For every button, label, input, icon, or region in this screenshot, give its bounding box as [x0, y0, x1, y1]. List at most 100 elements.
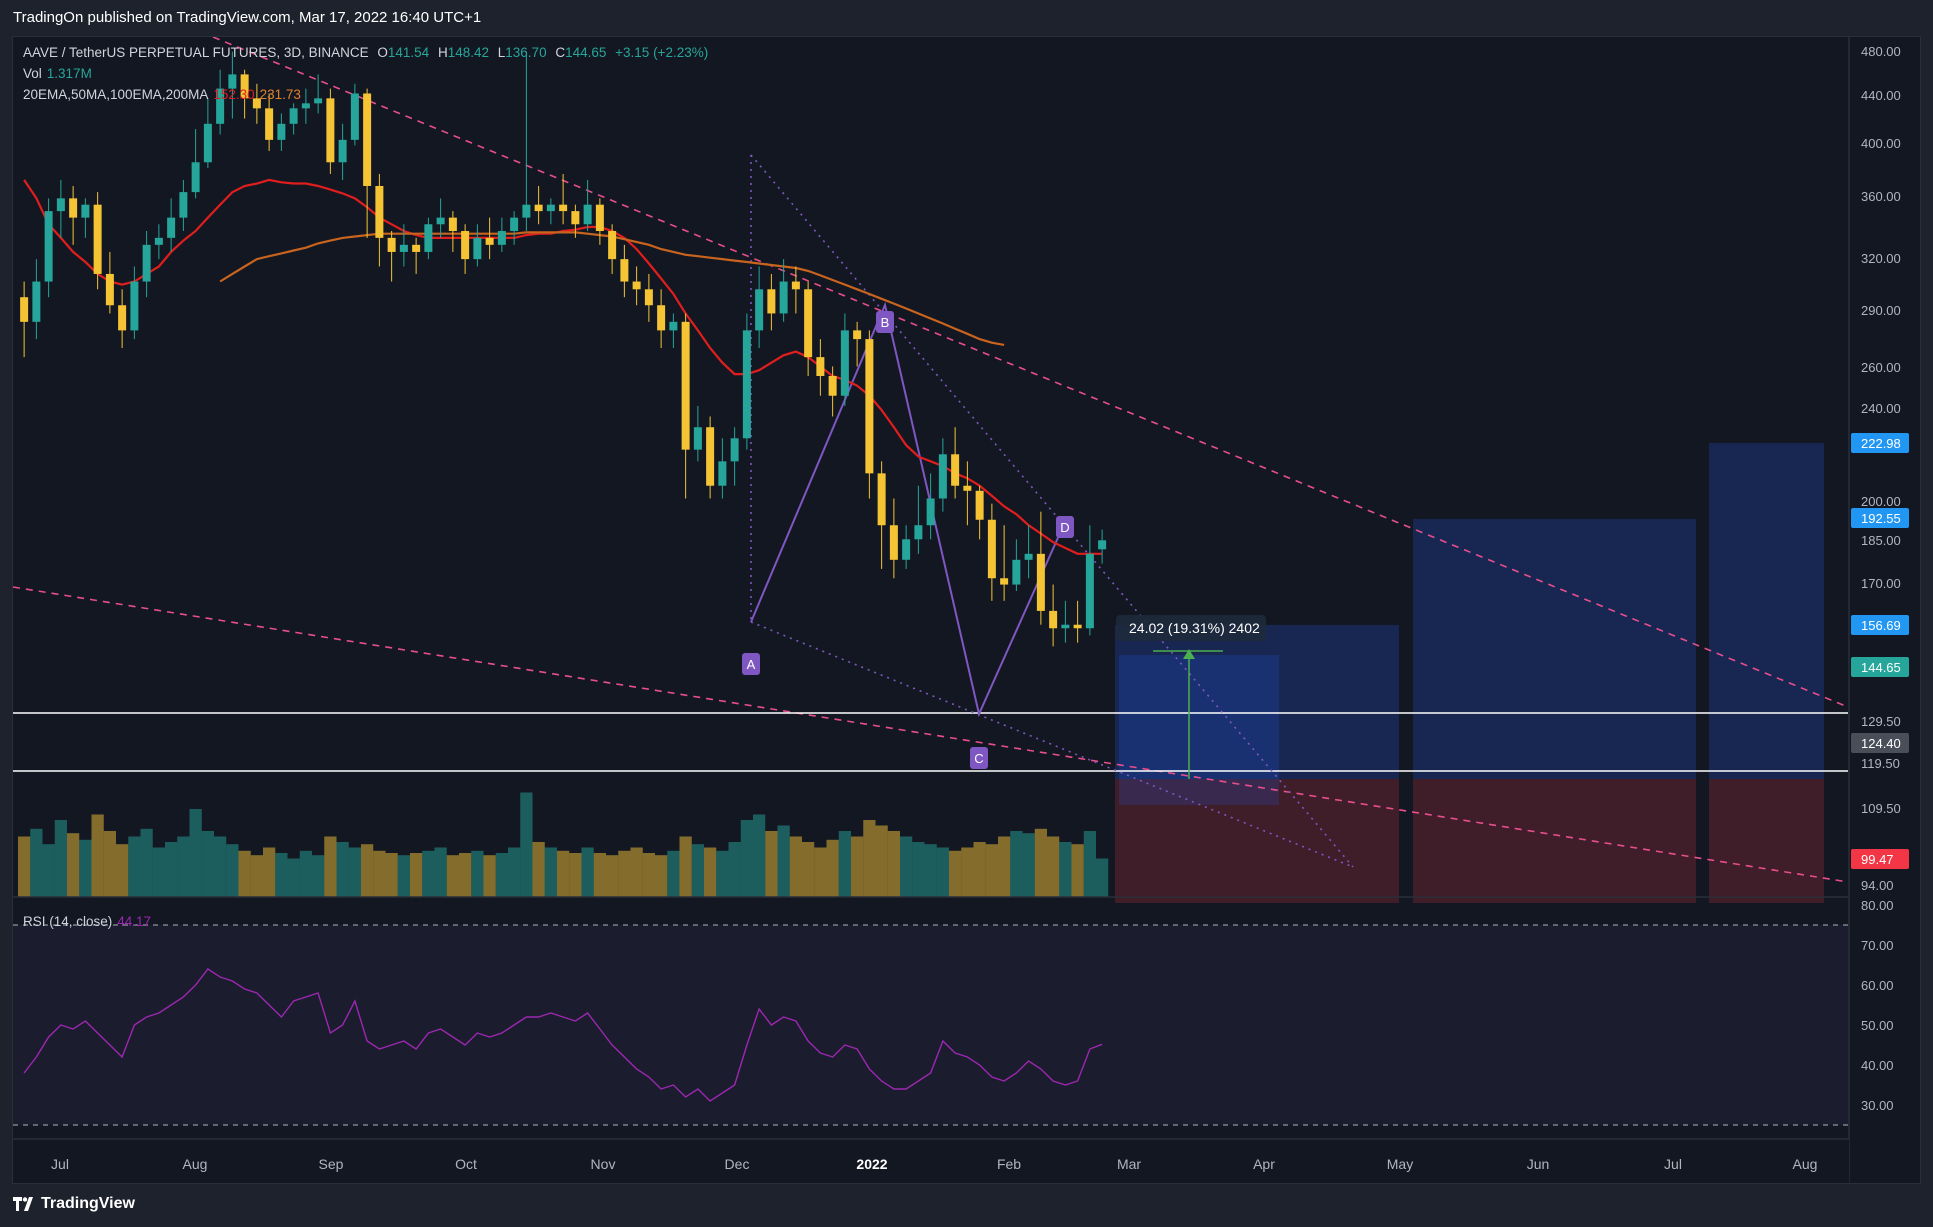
volume-bar	[312, 855, 325, 897]
candle-body	[314, 98, 323, 104]
candle	[1049, 584, 1058, 647]
candle	[730, 427, 739, 486]
volume-layer	[18, 792, 1109, 897]
candle-body	[1024, 553, 1033, 560]
candle-body	[644, 289, 653, 306]
candle	[840, 313, 849, 406]
chart-frame[interactable]: A B C D 24.02 (19.31%) 2402 480.00 440.00 400…	[12, 36, 1921, 1184]
candle	[314, 74, 323, 114]
candle	[620, 244, 629, 298]
candle	[510, 211, 519, 245]
volume-bar	[214, 836, 227, 897]
candle	[632, 266, 641, 306]
rsi-tick: 40.00	[1861, 1058, 1894, 1073]
ema20-line	[23, 178, 1103, 555]
candle-body	[1036, 553, 1045, 611]
candle	[350, 83, 359, 146]
candle-body	[963, 485, 972, 491]
volume-bar	[201, 831, 214, 897]
candle	[1061, 600, 1070, 643]
candle-body	[975, 490, 984, 520]
volume-bar	[67, 833, 80, 897]
ma200-value: 231.73	[259, 87, 301, 102]
candle-body	[497, 231, 506, 245]
candle	[497, 217, 506, 252]
candle-body	[154, 237, 163, 245]
volume-bar	[177, 836, 190, 897]
candle	[963, 461, 972, 526]
measure-label: 24.02 (19.31%) 2402	[1129, 620, 1260, 636]
candle-body	[436, 217, 445, 225]
candle-body	[791, 281, 800, 290]
time-tick: Aug	[1793, 1156, 1818, 1172]
volume-value: 1.317M	[46, 66, 92, 81]
candle	[485, 217, 494, 260]
candle-body	[448, 217, 457, 232]
measure-box	[1119, 655, 1279, 805]
candle	[791, 266, 800, 314]
publish-bar: TradingOn published on TradingView.com, …	[0, 0, 1933, 36]
close-value: 144.65	[565, 45, 607, 60]
candle-body	[914, 525, 923, 540]
price-badge-label: 222.98	[1861, 436, 1901, 451]
time-tick: Jun	[1527, 1156, 1550, 1172]
long-position-target-zone-2	[1413, 519, 1696, 779]
candle-body	[338, 139, 347, 163]
candle	[534, 185, 543, 225]
long-position-stop-zone	[1115, 779, 1399, 903]
candle	[436, 198, 445, 238]
candle	[902, 525, 911, 569]
volume-bar	[1071, 844, 1084, 897]
candle-body	[510, 217, 519, 232]
candle	[265, 93, 274, 151]
candle	[571, 204, 580, 238]
candle-body	[1049, 610, 1058, 629]
candle	[301, 88, 310, 124]
volume-bar	[606, 855, 619, 897]
candle-body	[130, 281, 139, 331]
volume-legend: Vol 1.317M	[23, 66, 92, 81]
candle	[828, 366, 837, 417]
volume-bar	[618, 850, 631, 897]
candle	[706, 416, 715, 499]
candle	[20, 281, 29, 358]
volume-bar	[422, 850, 435, 897]
candle	[987, 503, 996, 601]
volume-bar	[385, 853, 398, 897]
candle-body	[718, 461, 727, 486]
volume-bar	[679, 836, 692, 897]
volume-bar	[140, 828, 153, 897]
tradingview-logo[interactable]: TradingView	[13, 1195, 135, 1213]
pattern-point-label: D	[1060, 520, 1069, 535]
volume-bar	[79, 839, 92, 897]
candle	[914, 485, 923, 554]
candle	[938, 438, 947, 512]
candle	[546, 198, 555, 225]
candle	[289, 103, 298, 135]
position-zones	[1115, 443, 1824, 903]
rsi-pane	[13, 924, 1849, 1126]
candle-body	[179, 192, 188, 218]
candle	[93, 192, 102, 290]
chart-svg[interactable]: A B C D 24.02 (19.31%) 2402 480.00 440.00 400…	[13, 37, 1921, 1184]
volume-bar	[30, 828, 43, 897]
candle-body	[840, 330, 849, 396]
volume-bar	[128, 836, 141, 897]
candle	[461, 224, 470, 274]
volume-bar	[826, 839, 839, 897]
candle-body	[571, 211, 580, 225]
abcd-pattern-path	[750, 301, 1066, 718]
price-tick: 129.50	[1861, 714, 1901, 729]
candle	[1012, 539, 1021, 591]
volume-bar	[716, 850, 729, 897]
candle	[583, 179, 592, 232]
candle-body	[522, 204, 531, 218]
candle	[216, 69, 225, 135]
candle-body	[350, 93, 359, 140]
symbol-legend: AAVE / TetherUS PERPETUAL FUTURES, 3D, B…	[23, 45, 709, 60]
long-position-stop-zone-3	[1709, 779, 1824, 903]
long-position-stop-zone-2	[1413, 779, 1696, 903]
pattern-point-label: A	[747, 657, 756, 672]
time-tick: Dec	[725, 1156, 750, 1172]
candle	[203, 98, 212, 169]
